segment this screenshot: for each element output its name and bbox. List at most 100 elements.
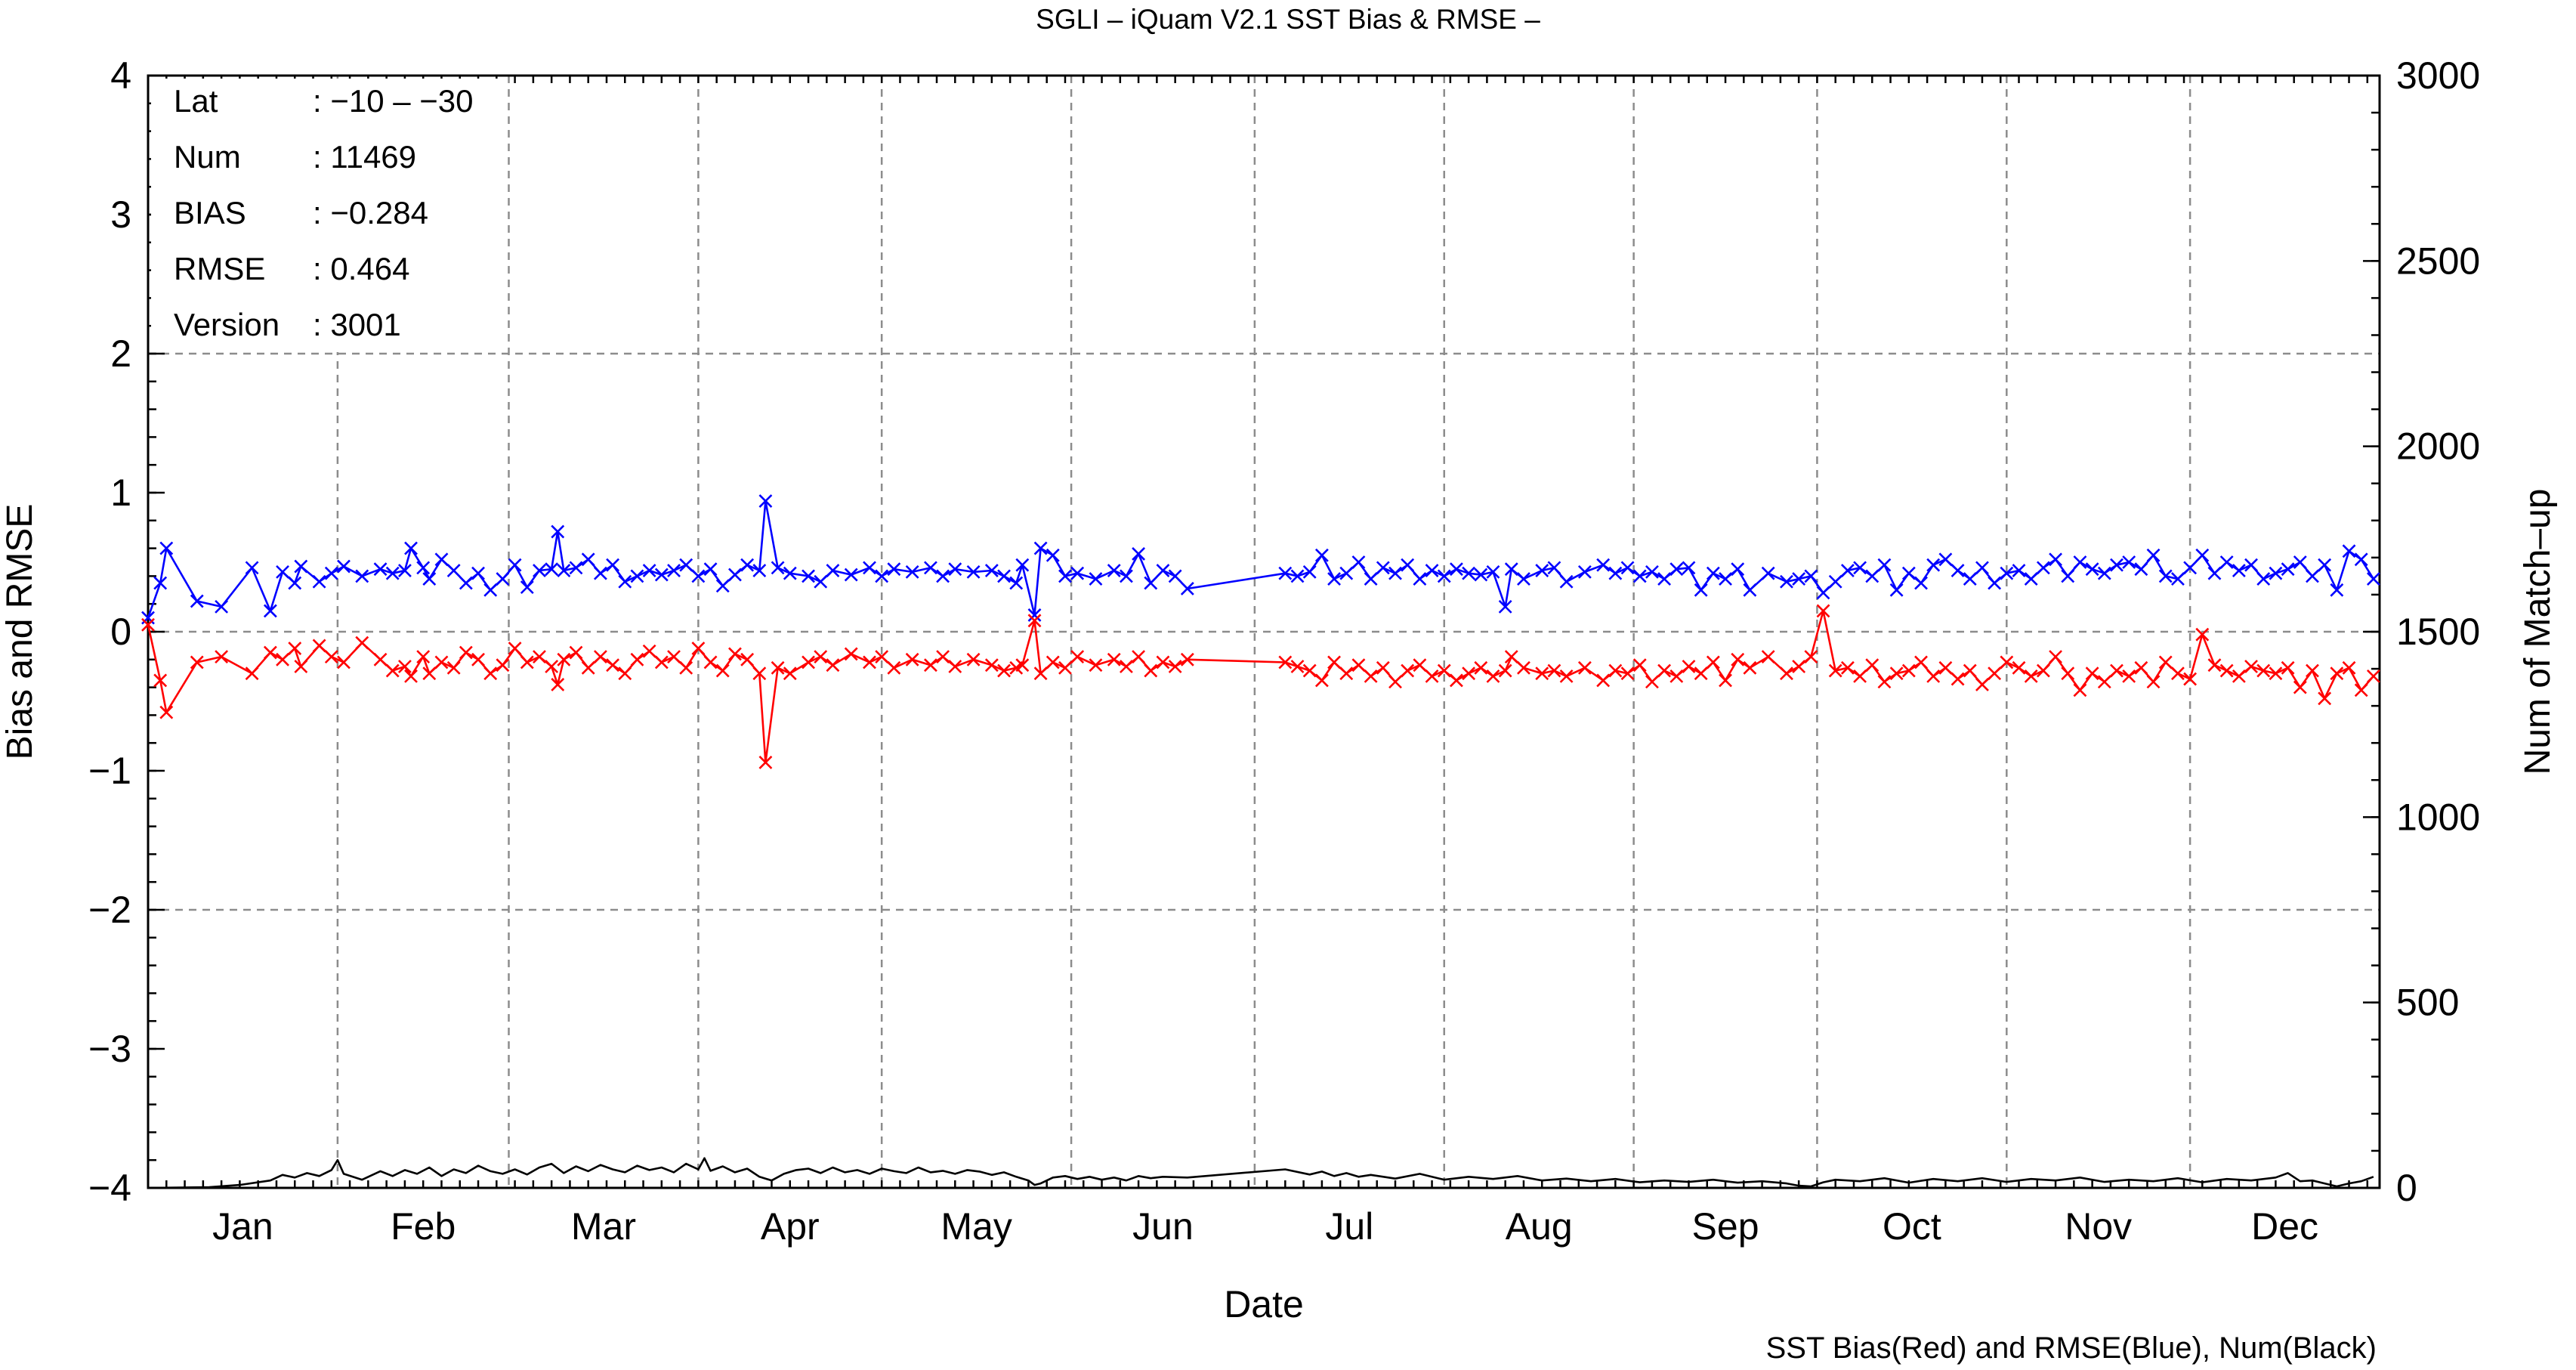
data-point-stroke	[1180, 582, 1194, 595]
data-point	[2110, 663, 2124, 678]
data-point-stroke	[1437, 569, 1451, 583]
data-point	[355, 636, 369, 650]
data-point	[1816, 586, 1830, 600]
data-point	[1498, 599, 1512, 614]
data-point	[863, 561, 876, 575]
data-point	[1089, 572, 1103, 586]
data-point	[1132, 547, 1146, 561]
data-point-stroke	[1889, 666, 1904, 681]
data-point	[863, 655, 876, 670]
data-point-stroke	[2256, 663, 2271, 678]
data-point	[1719, 673, 1732, 688]
data-point	[1302, 564, 1317, 579]
series-num	[147, 1157, 2374, 1189]
data-point-stroke	[1743, 660, 1757, 675]
data-point	[1425, 564, 1439, 577]
data-point-stroke	[1596, 558, 1611, 572]
data-point-stroke	[2073, 683, 2087, 697]
data-point	[2000, 566, 2014, 580]
data-point	[2158, 569, 2173, 583]
data-point	[1559, 669, 1574, 683]
data-point	[446, 660, 461, 675]
data-point-stroke	[545, 660, 559, 673]
data-point	[1015, 658, 1030, 673]
data-point-stroke	[2146, 548, 2161, 562]
data-point-stroke	[1339, 666, 1354, 681]
data-point-stroke	[1027, 608, 1042, 622]
data-point	[1719, 572, 1732, 586]
data-point-stroke	[1963, 572, 1977, 586]
data-point-stroke	[1804, 569, 1818, 583]
data-point	[715, 579, 730, 593]
data-point-stroke	[2269, 666, 2283, 681]
data-point-stroke	[887, 660, 901, 675]
data-point	[385, 663, 400, 678]
data-point-stroke	[1413, 572, 1427, 586]
data-point	[2122, 555, 2136, 569]
stat-label: RMSE	[174, 251, 265, 286]
data-point-stroke	[2281, 660, 2295, 675]
data-point	[1107, 564, 1121, 577]
data-point	[1988, 666, 2002, 681]
data-point	[1046, 655, 1060, 670]
y-axis-label: Bias and RMSE	[0, 504, 40, 760]
data-point-stroke	[924, 561, 937, 575]
data-point	[2330, 583, 2344, 597]
data-point-stroke	[508, 642, 522, 655]
data-point	[2158, 655, 2173, 670]
data-point	[2330, 666, 2344, 681]
data-point-stroke	[1119, 660, 1133, 673]
data-point-stroke	[153, 673, 168, 688]
data-point	[1596, 673, 1611, 688]
data-point-stroke	[1559, 669, 1574, 683]
data-point	[887, 660, 901, 675]
data-point	[2146, 548, 2161, 562]
data-point	[2219, 663, 2234, 678]
series-layer	[141, 494, 2380, 1189]
y2-tick-label: 2500	[2396, 240, 2480, 282]
data-point	[936, 569, 950, 583]
data-point-stroke	[1926, 669, 1941, 683]
data-point	[1156, 655, 1170, 670]
data-point-stroke	[1351, 658, 1366, 673]
data-point-stroke	[1596, 673, 1611, 688]
data-point-stroke	[1547, 561, 1561, 575]
data-point	[581, 660, 595, 675]
data-point	[1302, 663, 1317, 678]
data-point	[2318, 691, 2332, 706]
data-point	[771, 561, 785, 575]
data-point	[215, 650, 229, 664]
data-point	[1437, 569, 1451, 583]
month-label: May	[941, 1205, 1012, 1248]
data-point	[533, 650, 546, 664]
data-point	[508, 642, 522, 655]
data-point	[1914, 576, 1928, 590]
data-point-stroke	[276, 564, 289, 579]
data-point-stroke	[1963, 663, 1977, 678]
data-point	[1144, 576, 1158, 590]
data-point-stroke	[606, 658, 619, 673]
data-point-stroke	[1302, 564, 1317, 579]
data-point-stroke	[422, 572, 437, 586]
data-point-stroke	[1938, 660, 1953, 675]
data-point-stroke	[2110, 558, 2124, 572]
data-point	[385, 566, 400, 580]
data-point	[2293, 555, 2307, 569]
data-point	[520, 580, 534, 595]
data-point	[416, 650, 431, 664]
data-point-stroke	[936, 650, 950, 664]
y-tick-label: 4	[110, 54, 131, 97]
data-point-stroke	[1132, 547, 1146, 561]
data-point-stroke	[1168, 660, 1182, 673]
data-point-stroke	[1486, 564, 1500, 579]
data-point	[1669, 562, 1684, 577]
stats-box: Lat: −10 – −30 Num: 11469 BIAS: −0.284 RMSE…	[151, 79, 506, 352]
month-label: Dec	[2251, 1205, 2318, 1248]
data-point-stroke	[1132, 650, 1146, 664]
data-point-stroke	[1657, 663, 1672, 678]
data-point-stroke	[483, 666, 498, 681]
data-point	[159, 541, 174, 555]
data-point-stroke	[385, 566, 400, 580]
data-point	[1437, 663, 1451, 678]
data-point-stroke	[1498, 599, 1512, 614]
